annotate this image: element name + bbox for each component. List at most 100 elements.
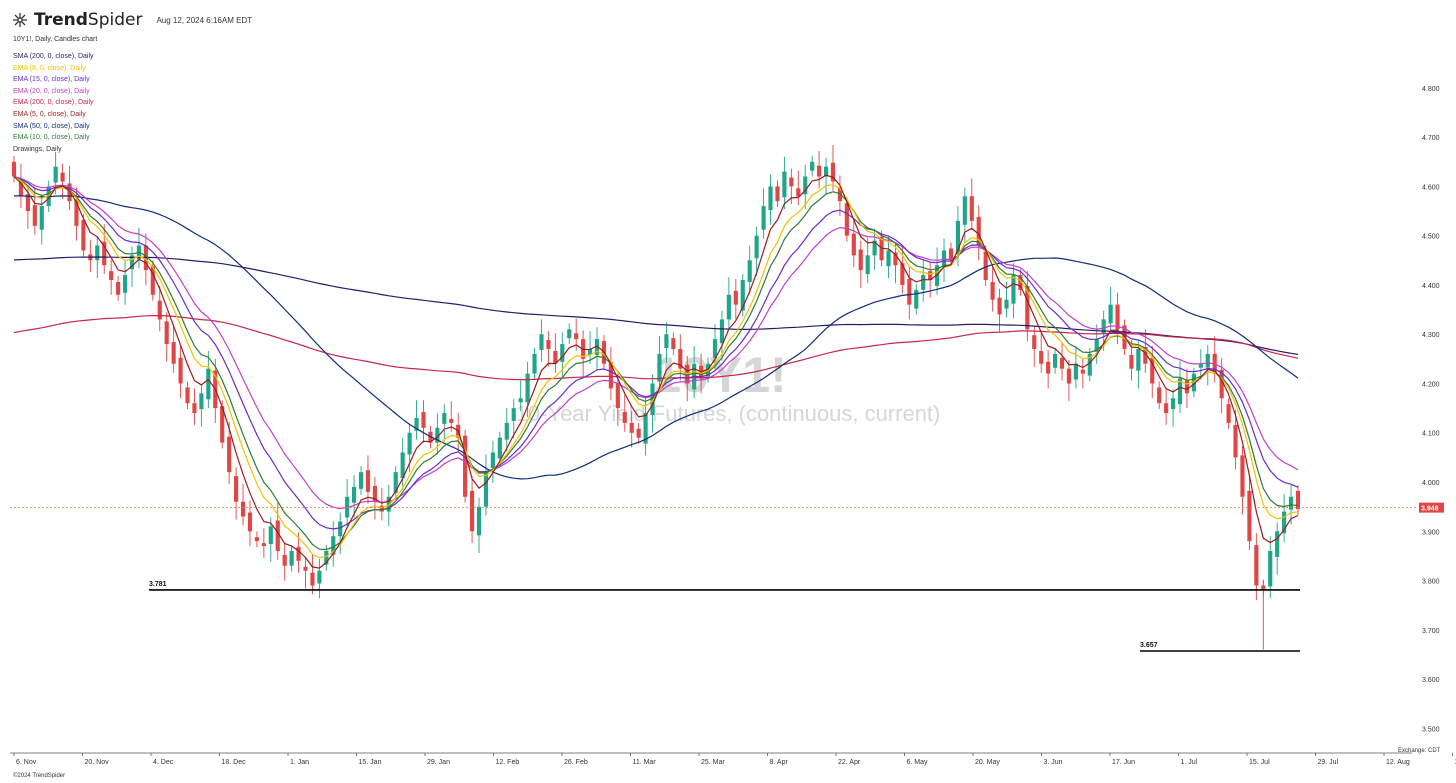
candle-body[interactable]	[67, 183, 72, 202]
candle-body[interactable]	[1018, 275, 1023, 290]
candle-body[interactable]	[955, 220, 960, 255]
indicator-legend-item[interactable]: SMA (200, 0, close), Daily	[13, 53, 94, 60]
candle-body[interactable]	[928, 271, 933, 281]
candle-body[interactable]	[372, 485, 377, 502]
candle-body[interactable]	[553, 350, 558, 364]
candle-body[interactable]	[324, 550, 329, 565]
indicator-legend-item[interactable]: EMA (20, 0, close), Daily	[13, 87, 90, 95]
candle-body[interactable]	[1059, 357, 1065, 369]
candle-body[interactable]	[1080, 369, 1085, 374]
candle-body[interactable]	[532, 353, 537, 374]
candle-body[interactable]	[539, 334, 544, 350]
ema-15-line[interactable]	[13, 175, 1299, 530]
candle-body[interactable]	[1046, 361, 1051, 374]
candle-body[interactable]	[636, 428, 641, 438]
candle-body[interactable]	[1039, 350, 1044, 364]
candle-body[interactable]	[1295, 490, 1301, 510]
candle-body[interactable]	[1004, 299, 1009, 309]
candle-body[interactable]	[594, 339, 600, 355]
candle-body[interactable]	[227, 436, 232, 473]
candle-body[interactable]	[560, 344, 565, 362]
candle-body[interactable]	[1191, 373, 1196, 392]
candle-body[interactable]	[220, 406, 225, 443]
candle-body[interactable]	[95, 245, 100, 261]
candle-body[interactable]	[254, 537, 260, 542]
candle-body[interactable]	[1101, 319, 1106, 334]
candle-body[interactable]	[747, 260, 752, 282]
candle-body[interactable]	[678, 348, 683, 369]
candle-body[interactable]	[74, 199, 79, 226]
candle-body[interactable]	[240, 501, 246, 517]
candle-body[interactable]	[817, 165, 822, 177]
indicator-legend-item[interactable]: EMA (15, 0, close), Daily	[13, 76, 90, 84]
candle-body[interactable]	[907, 279, 912, 305]
candle-body[interactable]	[53, 166, 58, 183]
candle-body[interactable]	[289, 550, 294, 566]
candle-body[interactable]	[823, 166, 829, 177]
candle-body[interactable]	[1143, 347, 1148, 364]
candle-body[interactable]	[1240, 455, 1245, 497]
candle-body[interactable]	[761, 206, 766, 230]
candle-body[interactable]	[650, 383, 655, 416]
candle-body[interactable]	[247, 512, 253, 532]
candle-body[interactable]	[435, 427, 440, 443]
candle-body[interactable]	[352, 486, 357, 503]
candle-body[interactable]	[1108, 304, 1113, 324]
candle-body[interactable]	[185, 387, 190, 404]
candle-body[interactable]	[990, 281, 995, 300]
candle-body[interactable]	[858, 249, 863, 271]
candle-body[interactable]	[712, 339, 718, 358]
candle-body[interactable]	[525, 373, 530, 403]
indicator-legend-item[interactable]: EMA (10, 0, close), Daily	[13, 134, 90, 142]
candle-body[interactable]	[969, 196, 974, 221]
ema-200-line[interactable]	[13, 315, 1299, 381]
candle-body[interactable]	[1177, 378, 1183, 405]
candle-body[interactable]	[407, 432, 412, 455]
candle-body[interactable]	[615, 382, 620, 409]
candle-body[interactable]	[830, 162, 836, 182]
candle-body[interactable]	[109, 271, 114, 281]
candle-body[interactable]	[1129, 354, 1134, 369]
candle-body[interactable]	[421, 412, 426, 428]
candle-body[interactable]	[442, 413, 447, 424]
candle-body[interactable]	[25, 194, 30, 212]
candle-body[interactable]	[574, 333, 579, 340]
candle-body[interactable]	[393, 472, 398, 493]
candle-body[interactable]	[171, 342, 176, 364]
candle-body[interactable]	[358, 472, 364, 489]
candle-body[interactable]	[754, 235, 759, 259]
candle-body[interactable]	[39, 206, 44, 230]
candle-body[interactable]	[32, 205, 37, 226]
candle-body[interactable]	[317, 570, 322, 584]
candle-body[interactable]	[775, 186, 780, 202]
candle-body[interactable]	[914, 289, 919, 309]
candle-body[interactable]	[1282, 511, 1287, 534]
candle-body[interactable]	[511, 408, 516, 421]
candle-body[interactable]	[449, 418, 454, 423]
candle-body[interactable]	[1052, 353, 1058, 368]
candle-body[interactable]	[587, 348, 593, 355]
candle-body[interactable]	[386, 496, 391, 512]
candle-body[interactable]	[657, 353, 662, 382]
candle-body[interactable]	[310, 572, 315, 586]
candle-body[interactable]	[178, 357, 183, 384]
candle-body[interactable]	[726, 294, 731, 320]
candle-body[interactable]	[664, 334, 669, 348]
candle-body[interactable]	[872, 240, 877, 256]
candle-body[interactable]	[893, 252, 898, 266]
candle-body[interactable]	[379, 505, 384, 512]
candle-body[interactable]	[1157, 387, 1162, 404]
candle-body[interactable]	[116, 281, 121, 295]
candle-body[interactable]	[206, 368, 211, 400]
candle-body[interactable]	[483, 472, 489, 507]
candle-body[interactable]	[810, 161, 815, 171]
candle-body[interactable]	[1150, 357, 1155, 384]
ema-10-line[interactable]	[13, 175, 1299, 551]
candle-body[interactable]	[1066, 368, 1072, 384]
candle-body[interactable]	[1247, 490, 1252, 542]
candle-body[interactable]	[803, 176, 808, 195]
indicator-legend-item[interactable]: EMA (8, 0, close), Daily	[13, 64, 86, 72]
candle-body[interactable]	[81, 219, 86, 251]
indicator-legend-item[interactable]: SMA (50, 0, close), Daily	[13, 122, 90, 130]
